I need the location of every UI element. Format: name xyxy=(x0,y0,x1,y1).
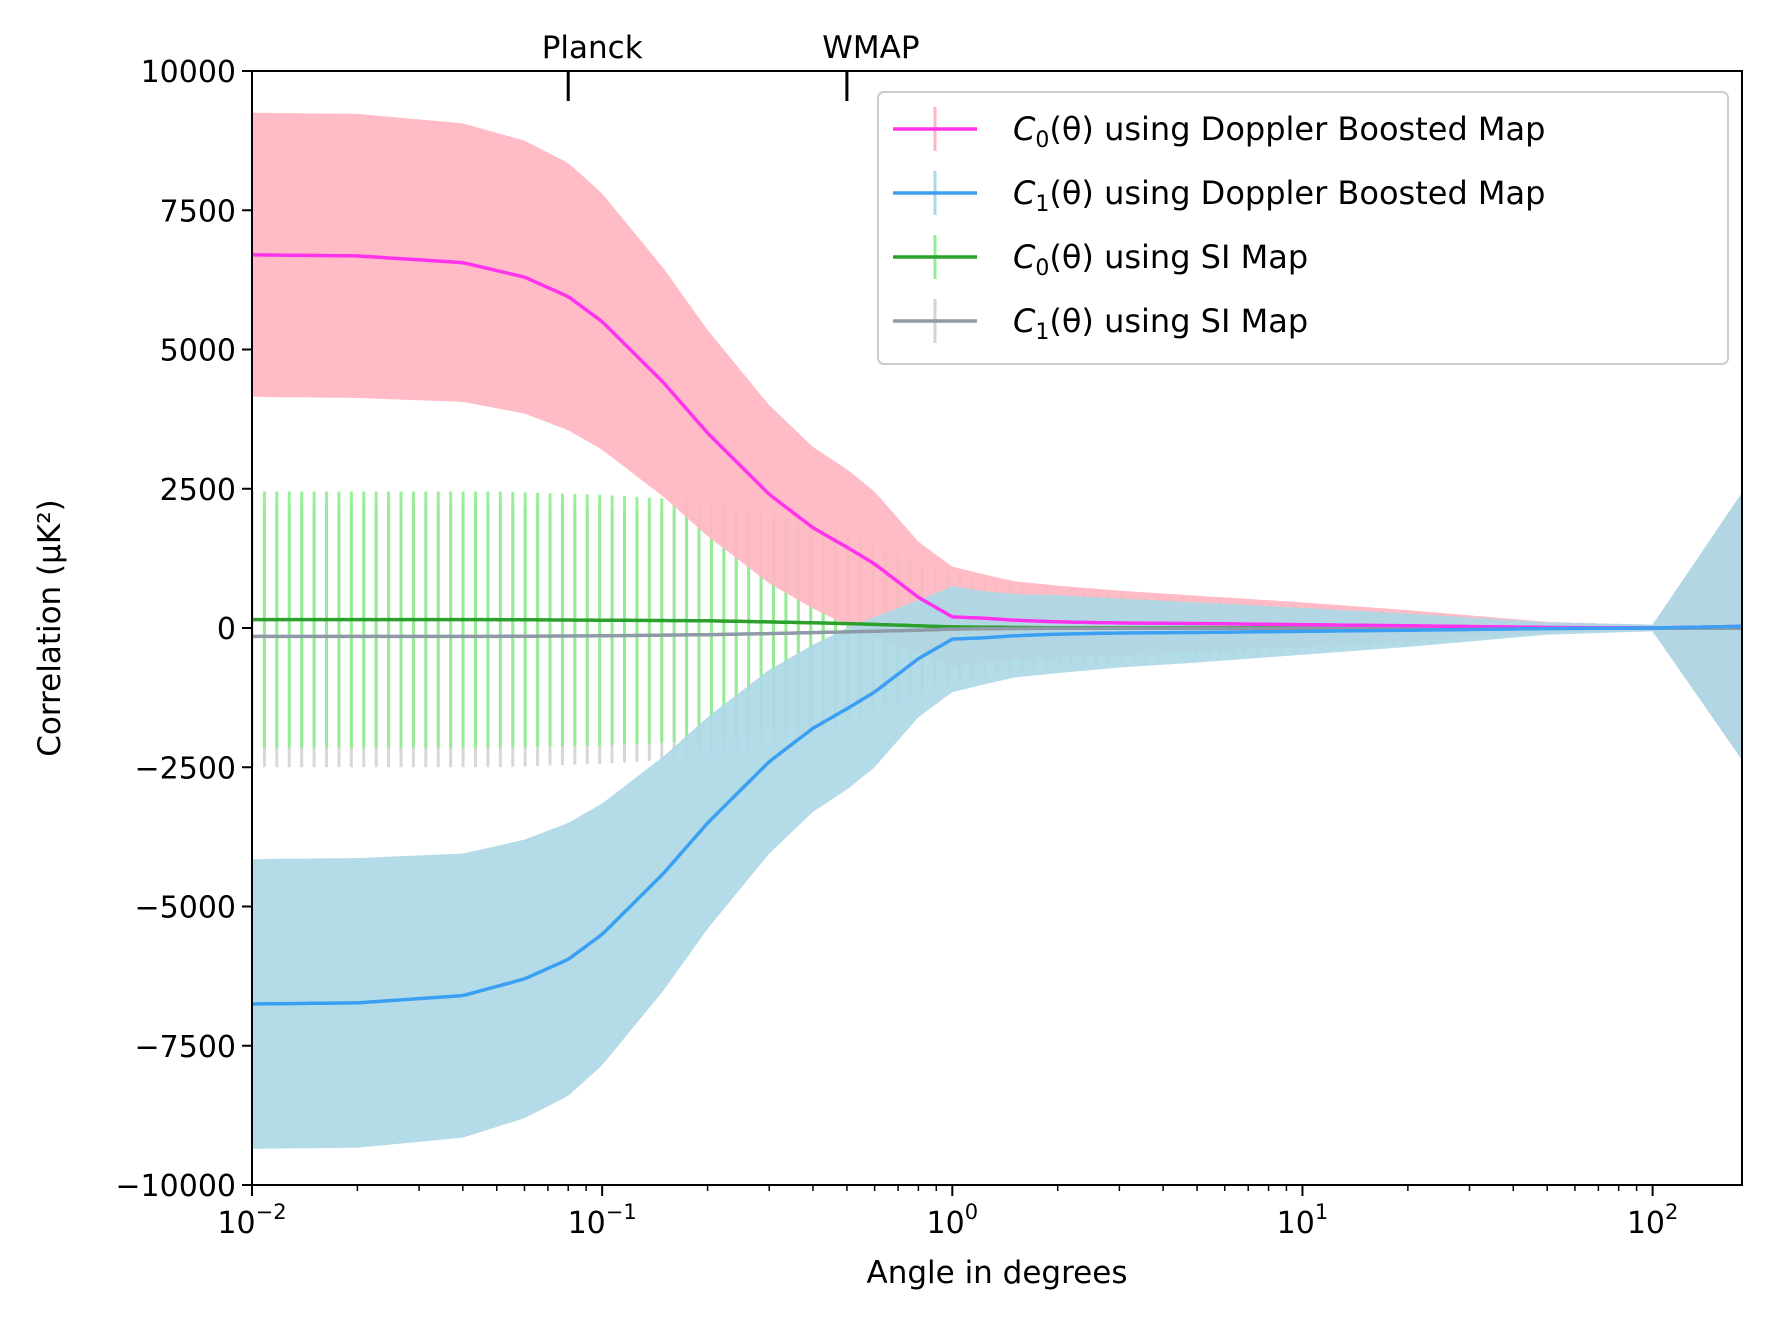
x-tick-label: 10−1 xyxy=(568,1200,637,1241)
legend-label: C0(θ) using SI Map xyxy=(1013,238,1308,281)
x-tick-label: 10−2 xyxy=(217,1200,286,1241)
x-tick-label: 101 xyxy=(1277,1200,1329,1241)
error-band-series-0 xyxy=(252,112,1742,761)
legend-entry: C0(θ) using Doppler Boosted Map xyxy=(893,107,1545,153)
legend-entry: C1(θ) using Doppler Boosted Map xyxy=(893,171,1545,217)
x-tick-label: 102 xyxy=(1627,1200,1679,1241)
x-axis: 10−2 10−1 100 101 102 xyxy=(217,1185,1678,1241)
error-band-series-1 xyxy=(252,492,1742,1149)
top-markers: Planck WMAP xyxy=(542,30,920,101)
legend-label: C1(θ) using SI Map xyxy=(1013,302,1308,345)
y-tick-label: 10000 xyxy=(141,55,236,90)
y-tick-label: −10000 xyxy=(115,1169,236,1204)
top-marker-label: Planck xyxy=(542,30,643,66)
y-tick-label: −7500 xyxy=(135,1030,236,1065)
y-axis: 10000 7500 5000 2500 0 −2500 −5000 −7500 −10000 xyxy=(115,55,252,1204)
legend-label: C1(θ) using Doppler Boosted Map xyxy=(1013,174,1545,217)
y-tick-label: 7500 xyxy=(160,194,236,229)
x-axis-label: Angle in degrees xyxy=(867,1255,1128,1291)
legend-entry: C0(θ) using SI Map xyxy=(893,235,1308,281)
x-tick-label: 100 xyxy=(927,1200,979,1241)
legend-label: C0(θ) using Doppler Boosted Map xyxy=(1013,110,1545,153)
y-tick-label: 5000 xyxy=(160,334,236,369)
series-line-1 xyxy=(252,624,1742,1006)
y-tick-label: 0 xyxy=(217,612,236,647)
y-axis-label: Correlation (μK²) xyxy=(32,499,68,756)
series-line-0 xyxy=(252,253,1742,630)
top-marker-label: WMAP xyxy=(822,30,919,66)
legend: C0(θ) using Doppler Boosted Map C1(θ) usi… xyxy=(877,91,1729,365)
y-tick-label: −5000 xyxy=(135,891,236,926)
legend-entry: C1(θ) using SI Map xyxy=(893,299,1308,345)
legend-box xyxy=(877,91,1729,365)
y-tick-label: −2500 xyxy=(135,751,236,786)
y-tick-label: 2500 xyxy=(160,473,236,508)
plot-area xyxy=(252,112,1742,1149)
